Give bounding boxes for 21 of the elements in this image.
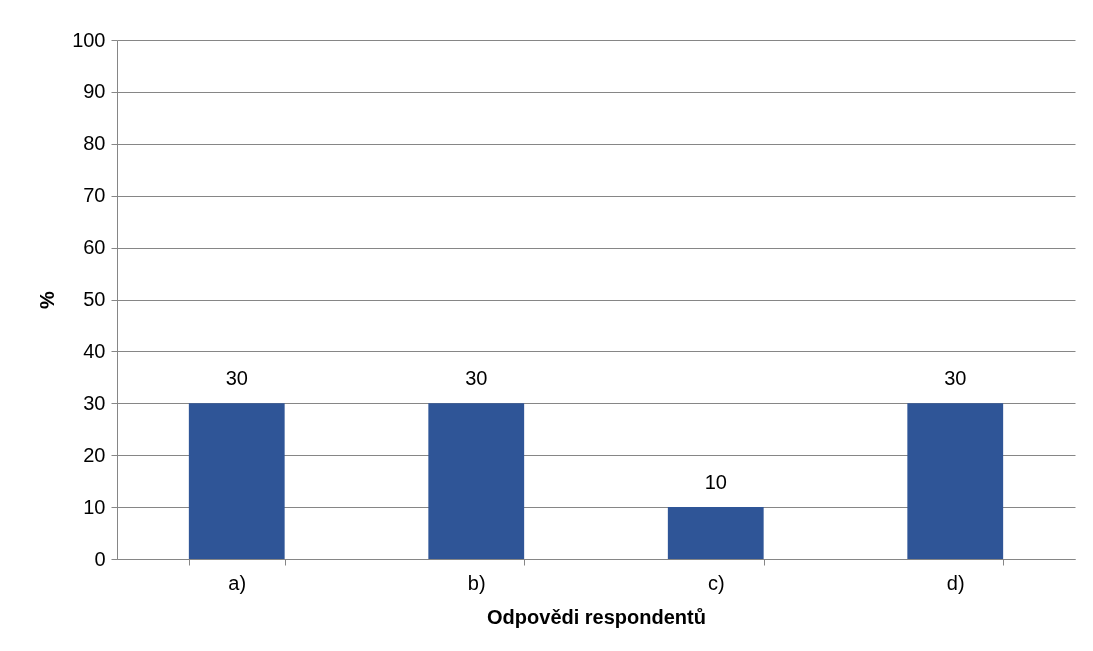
x-tick-label: b) — [467, 571, 486, 594]
data-label: 30 — [944, 367, 967, 390]
data-label: 10 — [704, 471, 727, 494]
x-tick-label: c) — [707, 571, 725, 594]
y-tick-label: 70 — [83, 184, 106, 207]
data-label: 30 — [465, 367, 488, 390]
data-label: 30 — [225, 367, 248, 390]
x-tick-label: a) — [228, 571, 247, 594]
x-axis-title: Odpovědi respondentů — [487, 605, 706, 628]
y-tick-label: 30 — [83, 391, 106, 414]
y-tick-label: 90 — [83, 80, 106, 103]
y-tick-label: 0 — [94, 547, 106, 570]
y-tick-label: 20 — [83, 443, 106, 466]
y-tick-label: 60 — [83, 236, 106, 259]
y-axis-title: % — [36, 290, 59, 309]
y-tick-label: 40 — [83, 339, 106, 362]
y-tick-label: 50 — [83, 288, 106, 310]
y-tick-label: 80 — [83, 132, 106, 155]
y-tick-label: 100 — [72, 28, 106, 51]
x-tick-label: d) — [946, 571, 965, 594]
y-tick-label: 10 — [83, 495, 106, 518]
